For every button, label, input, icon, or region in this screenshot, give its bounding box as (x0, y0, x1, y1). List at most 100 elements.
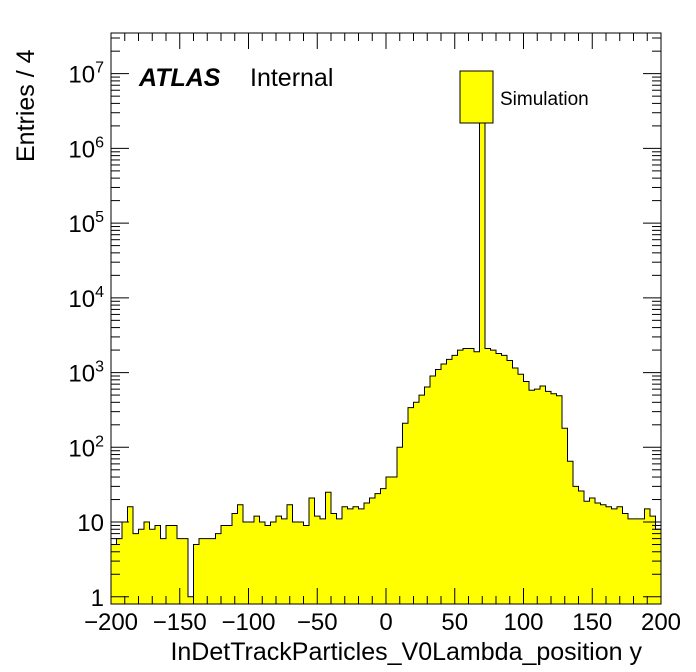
histogram-bar (254, 516, 260, 604)
histogram-bar (496, 353, 502, 604)
histogram-bar (589, 497, 595, 604)
histogram-bar (259, 522, 265, 604)
y-tick-label: 106 (68, 134, 104, 163)
histogram-bar (584, 501, 590, 604)
histogram-bar (430, 375, 436, 604)
histogram-bar (171, 525, 177, 604)
histogram-bar (303, 525, 309, 604)
histogram-bar (540, 386, 546, 604)
histogram-bar (369, 497, 375, 604)
histogram-bar (655, 529, 661, 604)
histogram-bar (556, 395, 562, 604)
histogram-bar (551, 393, 557, 604)
histogram-bar (353, 506, 359, 604)
histogram-bar (237, 504, 243, 604)
histogram-outline (110, 116, 661, 604)
histogram-bar (386, 477, 392, 604)
y-tick-label: 105 (68, 209, 104, 238)
x-tick-label: −50 (297, 609, 338, 636)
histogram-bar (270, 522, 276, 604)
histogram-bar (523, 381, 529, 604)
histogram-bar (435, 369, 441, 604)
histogram-bar (578, 491, 584, 604)
histogram-bar (595, 502, 601, 604)
histogram-bar (617, 506, 623, 604)
y-tick-label: 107 (68, 60, 104, 89)
histogram-bar (287, 504, 293, 604)
axis-ticks (110, 33, 662, 604)
histogram-bar (639, 518, 645, 604)
histogram-bar (534, 389, 540, 604)
histogram-bar (358, 508, 364, 604)
histogram-bar (138, 529, 144, 604)
histogram-bar (193, 544, 199, 604)
histogram-bars (111, 117, 661, 604)
x-tick-label: 50 (441, 609, 468, 636)
y-tick-label: 103 (68, 359, 104, 388)
histogram-bar (644, 508, 650, 604)
histogram-bar (298, 522, 304, 604)
histogram-bar (628, 518, 634, 604)
histogram-bar (457, 350, 463, 604)
histogram-bar (413, 402, 419, 604)
histogram-bar (226, 525, 232, 604)
histogram-bar (380, 488, 386, 604)
histogram-bar (188, 596, 194, 604)
x-tick-label: 200 (641, 609, 681, 636)
histogram-bar (507, 360, 513, 604)
histogram-bar (127, 506, 133, 604)
histogram-bar (248, 522, 254, 604)
histogram-bar (573, 486, 579, 604)
histogram-bar (215, 533, 221, 604)
histogram-bar (562, 428, 568, 604)
histogram-bar (397, 447, 403, 604)
histogram-bar (182, 538, 188, 604)
histogram-bar (606, 506, 612, 604)
histogram-bar (485, 348, 491, 604)
x-axis-label: InDetTrackParticles_V0Lambda_position y (170, 638, 642, 666)
histogram-bar (210, 538, 216, 604)
x-tick-labels: −200 −150 −100 −50 0 50 100 150 200 (84, 609, 681, 636)
histogram-bar (463, 348, 469, 604)
y-tick-label: 102 (68, 433, 104, 462)
histogram-bar (468, 348, 474, 604)
y-tick-label: 10 (77, 510, 104, 537)
histogram-bar (452, 355, 458, 604)
histogram-bar (276, 516, 282, 604)
histogram-bar (633, 518, 639, 604)
histogram-bar (347, 508, 353, 604)
histogram-bar (402, 423, 408, 604)
histogram-bar (650, 516, 656, 604)
histogram-bar (622, 513, 628, 604)
histogram-bar (265, 525, 271, 604)
histogram-bar (314, 516, 320, 604)
histogram-bar (611, 508, 617, 604)
histogram-bar (545, 391, 551, 604)
histogram-bar (419, 395, 425, 604)
histogram-bar (567, 461, 573, 604)
legend-label: Simulation (500, 89, 589, 110)
histogram-bar (281, 518, 287, 604)
histogram-bar (243, 522, 249, 604)
histogram-bar (133, 533, 139, 604)
histogram-bar (320, 518, 326, 604)
histogram-bar (221, 525, 227, 604)
histogram-bar (204, 538, 210, 604)
histogram-bar (375, 493, 381, 604)
histogram-bar (441, 364, 447, 604)
y-tick-label: 104 (68, 284, 104, 313)
legend-swatch (459, 70, 494, 124)
histogram-bar (325, 492, 331, 604)
histogram-bar (474, 351, 480, 604)
histogram-bar (479, 117, 485, 604)
atlas-label: ATLAS (138, 64, 221, 92)
histogram-bar (177, 538, 183, 604)
histogram-bar (529, 390, 535, 604)
atlas-internal-label: Internal (250, 64, 333, 92)
histogram-bar (342, 506, 348, 604)
y-axis-label: Entries / 4 (12, 49, 40, 162)
histogram-bar (309, 497, 315, 604)
histogram-bar (331, 513, 337, 604)
x-tick-label: −100 (221, 609, 275, 636)
